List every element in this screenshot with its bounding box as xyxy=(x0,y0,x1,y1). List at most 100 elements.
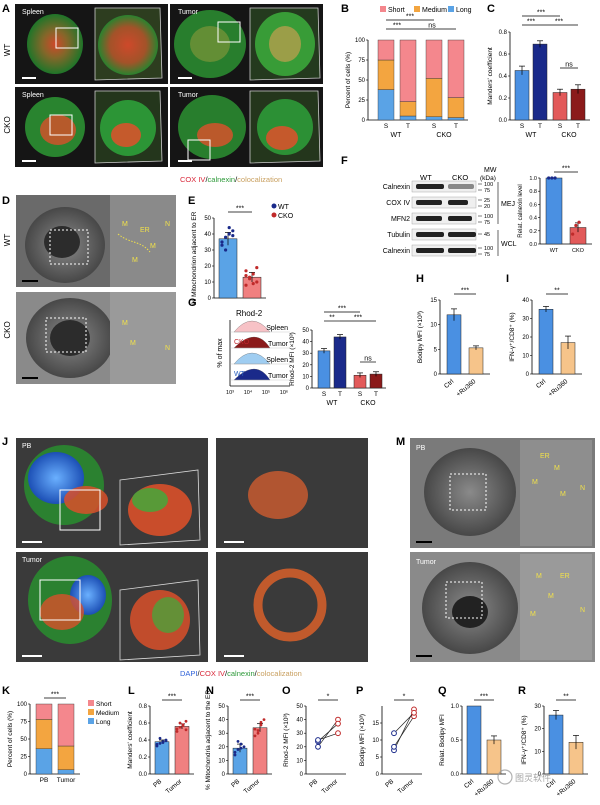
i-ytick-label-0: 0 xyxy=(526,372,530,378)
c-xtick-2: S xyxy=(558,123,563,130)
k-ytick-label-4: 100 xyxy=(17,702,28,708)
legend-a-cox: COX IV xyxy=(180,175,205,184)
h-bar-0 xyxy=(446,314,462,375)
g-hist-xtick-1: 10⁴ xyxy=(244,389,253,396)
e-legend-wt-dot xyxy=(271,203,277,209)
panel-e: E 0 10 20 30 40 50 % Mitochondrion adjacent to… xyxy=(188,195,294,304)
legend-a: COX IV/calnexin/colocalization xyxy=(180,175,282,184)
o-ytick-label-4: 40 xyxy=(296,718,303,724)
k-bar-long-1 xyxy=(57,769,75,775)
l-ytick-label-3: 0.6 xyxy=(139,721,148,727)
h-sig-label: *** xyxy=(461,288,469,295)
e-sig-label: *** xyxy=(236,206,244,213)
b-ytick-label-1: 25 xyxy=(358,98,365,104)
face-icon xyxy=(497,769,513,785)
b-bar-medium-3 xyxy=(447,97,465,118)
f-mw-8: 75 xyxy=(484,252,490,258)
c3-sig-label: *** xyxy=(555,19,563,26)
e-legend-wt: WT xyxy=(278,204,290,211)
l-pt-1-0 xyxy=(175,730,179,733)
f-pt-0-2 xyxy=(553,176,557,180)
c-ytick-label-2: 0.4 xyxy=(499,74,508,80)
chart-l: 0.0 0.2 0.4 0.6 0.8 Manders' coefficient PB Tum… xyxy=(127,694,194,795)
c-bar-2 xyxy=(552,92,568,121)
panel-l: L 0.0 0.2 0.4 0.6 0.8 Manders' coefficient PB T… xyxy=(127,685,194,795)
c-xtick-0: S xyxy=(520,123,525,130)
b-bar-long-2 xyxy=(425,116,443,121)
c-bar-0 xyxy=(514,70,530,121)
f-band-cko-2 xyxy=(448,216,472,221)
micrograph-cko-spleen: Spleen xyxy=(15,87,168,167)
label-tumor-wt: Tumor xyxy=(178,9,199,16)
em-wt-m2: M xyxy=(150,243,156,250)
c-xtick-3: T xyxy=(576,123,580,130)
legend-j-col: colocalization xyxy=(257,669,302,678)
k-legend-1: Medium xyxy=(96,710,119,717)
i-sig-label: ** xyxy=(554,288,560,295)
b-legend-swatch-0 xyxy=(380,6,386,12)
k-legend-swatch-1 xyxy=(88,709,94,715)
b2-sig-label: *** xyxy=(393,23,401,30)
r-ylabel: IFN-γ⁺/CD8⁺ (%) xyxy=(521,715,528,764)
p-pt-pb-1 xyxy=(391,743,397,750)
b-legend-1: Medium xyxy=(422,7,447,14)
b-bar-medium-1 xyxy=(399,101,417,117)
o-ytick-label-2: 20 xyxy=(296,745,303,751)
l-pt-0-6 xyxy=(161,741,165,744)
f-mw-4: 100 xyxy=(484,214,493,220)
o-pt-pb-2 xyxy=(315,737,321,743)
b-bar-short-2 xyxy=(425,39,443,79)
g-ytick-label-0: 0 xyxy=(306,386,310,392)
g-xtick-2: S xyxy=(358,391,363,398)
k-ytick-label-3: 75 xyxy=(20,720,27,726)
c4-sig-label: ns xyxy=(565,62,573,69)
q-sig-label: *** xyxy=(480,694,488,701)
f-mw-1: 75 xyxy=(484,188,490,194)
n-pt-1-6 xyxy=(259,720,263,724)
panel-label-d: D xyxy=(2,195,10,207)
r-ytick-label-3: 30 xyxy=(534,704,541,710)
p-sig-label: * xyxy=(403,694,406,701)
e-pt-1-6 xyxy=(251,282,255,286)
g-ytick-label-2: 20 xyxy=(302,363,309,369)
f-mw-5: 75 xyxy=(484,220,490,226)
c-ytick-label-0: 0.0 xyxy=(499,118,508,124)
h-ytick-label-2: 10 xyxy=(430,323,437,329)
g-bar-0 xyxy=(317,350,331,389)
n-xtick-1: Tumor xyxy=(243,778,262,796)
q-bar-1 xyxy=(486,739,502,775)
f-mw-7: 100 xyxy=(484,246,493,252)
f-ytick-label-0: 0.0 xyxy=(529,242,537,248)
b-bar-short-1 xyxy=(399,39,417,102)
r-sig-label: ** xyxy=(563,694,569,701)
g-hist-ylabel: % of max xyxy=(217,338,224,368)
micrograph-j-tumor-right xyxy=(216,552,368,662)
e-pt-1-0 xyxy=(244,283,248,287)
f-xtick-1: CKO xyxy=(572,248,585,254)
c-group-1: CKO xyxy=(561,132,577,139)
c-bar-3 xyxy=(570,88,586,121)
n-pt-0-6 xyxy=(239,746,243,750)
watermark: 图灵软件 xyxy=(497,769,551,785)
f-row-3: Tubulin xyxy=(387,232,410,239)
em-wt-er: ER xyxy=(140,227,150,234)
k-legend-2: Long xyxy=(96,719,111,726)
k-ytick-label-2: 50 xyxy=(20,737,27,743)
row-label-cko: CKO xyxy=(3,116,12,133)
chart-i: 0 10 20 30 40 IFN-γ⁺/CD8⁺ (%) Ctrl +Ru360 ** xyxy=(509,288,582,398)
panel-label-o: O xyxy=(282,685,291,697)
q-xtick-0: Ctrl xyxy=(463,778,476,790)
i-ytick-label-2: 20 xyxy=(522,335,529,341)
f-mw-6: 45 xyxy=(484,232,490,238)
c-ylabel: Manders' coefficient xyxy=(487,47,494,105)
b1-sig-label: *** xyxy=(406,14,414,21)
g-xtick-1: T xyxy=(338,391,342,398)
k-ytick-label-1: 25 xyxy=(20,755,27,761)
b-ytick-label-0: 0 xyxy=(362,118,366,124)
g-xtick-3: T xyxy=(374,391,378,398)
panel-a: A WT CKO Spleen Tumor xyxy=(2,3,323,184)
em-cko: M M N xyxy=(16,292,176,384)
panel-label-h: H xyxy=(416,273,424,285)
p-ytick-label-3: 15 xyxy=(372,721,379,727)
e-pt-1-4 xyxy=(244,269,248,273)
